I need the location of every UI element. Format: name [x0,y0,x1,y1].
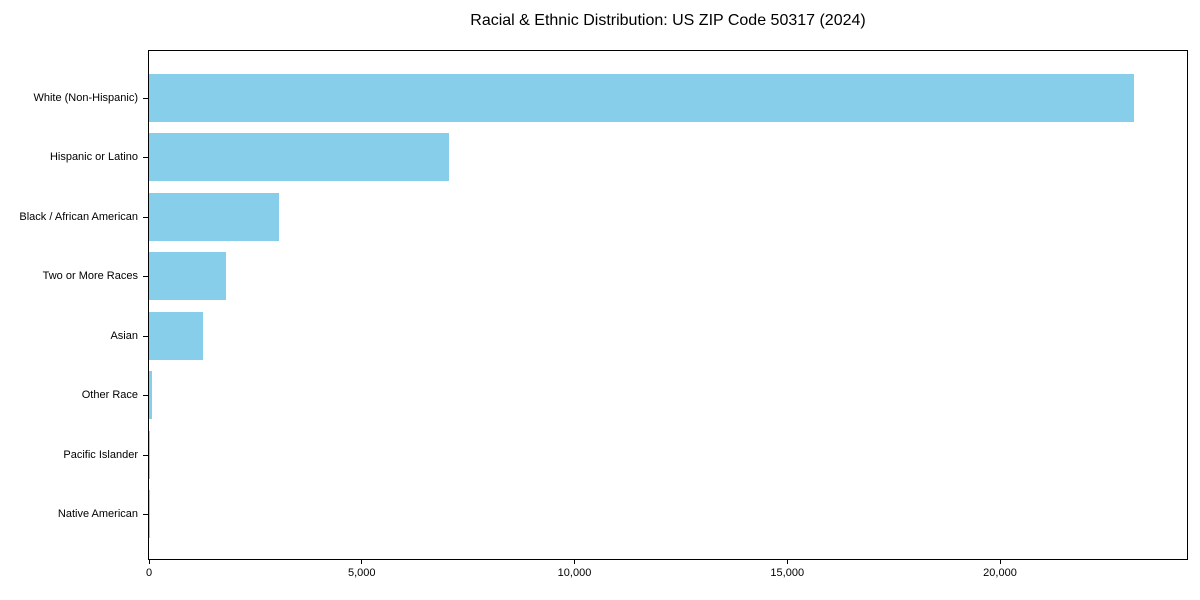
chart-title: Racial & Ethnic Distribution: US ZIP Cod… [470,12,866,29]
y-tick-label: Two or More Races [42,270,138,283]
bar-white-non-hispanic [149,73,1135,122]
y-tick-mark [143,395,148,397]
x-tick-mark [148,560,150,564]
x-tick-label: 0 [145,567,153,579]
x-tick-label: 10,000 [557,567,592,579]
bar-hispanic-or-latino [149,133,449,182]
y-tick-mark [143,276,148,278]
bar-pacific-islander [149,430,150,479]
y-tick-label: Pacific Islander [63,448,138,461]
x-tick-label: 5,000 [347,567,376,579]
y-tick-mark [143,216,148,218]
bar-two-or-more-races [149,252,226,301]
x-tick-mark [361,560,363,564]
y-tick-mark [143,335,148,337]
y-tick-label: Asian [110,329,138,342]
y-tick-label: Other Race [81,389,138,402]
y-tick-mark [143,514,148,516]
y-tick-mark [143,97,148,99]
x-tick-label: 15,000 [770,567,805,579]
y-tick-label: Black / African American [19,210,138,223]
y-tick-label: Native American [57,508,138,521]
y-tick-label: Hispanic or Latino [49,151,138,164]
y-tick-mark [143,454,148,456]
plot-area [148,50,1188,560]
x-tick-mark [786,560,788,564]
y-tick-mark [143,157,148,159]
x-tick-mark [999,560,1001,564]
x-tick-mark [574,560,575,564]
bar-asian [149,311,204,360]
x-tick-label: 20,000 [983,567,1017,579]
bar-black-african-american [149,192,279,241]
bar-other-race [149,371,152,420]
y-tick-label: White (Non-Hispanic) [33,91,138,104]
